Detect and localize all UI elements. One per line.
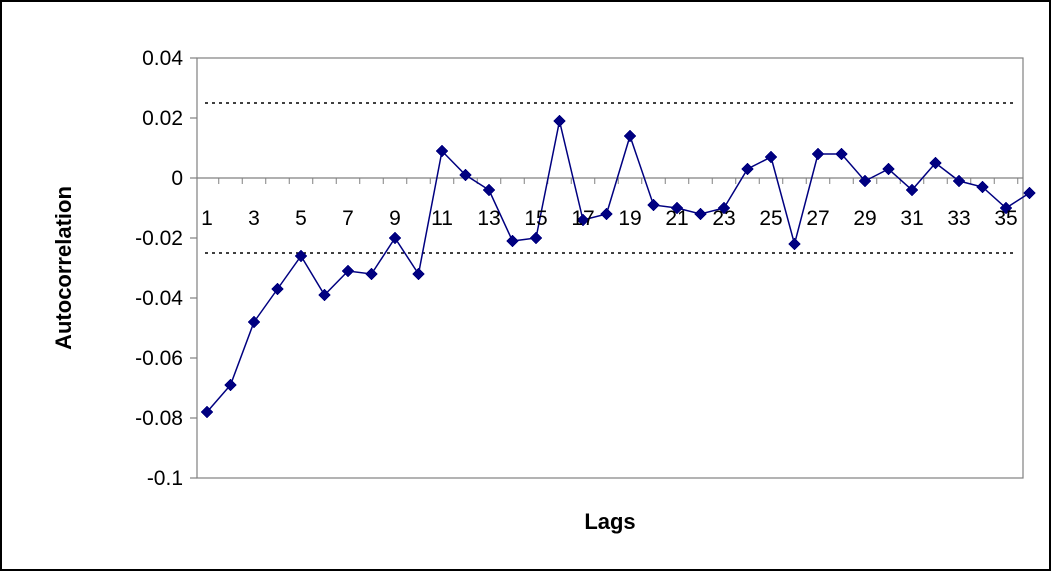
data-point-marker xyxy=(670,201,684,215)
data-point-marker xyxy=(506,234,519,248)
x-tick-label: 5 xyxy=(295,207,307,230)
x-tick-label: 25 xyxy=(759,207,782,230)
data-point-marker xyxy=(388,231,402,245)
data-point-marker xyxy=(482,183,496,197)
y-tick-label: -0.1 xyxy=(147,467,183,490)
x-tick-label: 21 xyxy=(665,207,688,230)
data-point-marker xyxy=(623,129,637,143)
x-tick-label: 3 xyxy=(248,207,260,230)
data-point-marker xyxy=(717,201,731,215)
data-point-marker xyxy=(341,264,355,278)
data-point-marker xyxy=(1023,186,1036,200)
data-point-marker xyxy=(882,162,895,176)
y-axis-title: Autocorrelation xyxy=(51,186,76,350)
data-point-marker xyxy=(412,267,425,281)
data-point-marker xyxy=(647,198,660,212)
x-tick-label: 15 xyxy=(524,207,547,230)
data-point-marker xyxy=(459,168,472,182)
x-tick-label: 23 xyxy=(712,207,735,230)
data-point-marker xyxy=(858,174,872,188)
y-tick-label: 0.02 xyxy=(142,107,183,130)
data-point-marker xyxy=(247,315,261,329)
data-point-marker xyxy=(835,147,848,161)
data-point-marker xyxy=(976,180,989,194)
x-tick-label: 17 xyxy=(571,207,594,230)
x-tick-label: 1 xyxy=(201,207,213,230)
data-point-marker xyxy=(365,267,378,281)
data-point-marker xyxy=(435,144,449,158)
data-point-marker xyxy=(600,207,613,221)
series-line xyxy=(206,120,1030,413)
data-point-marker xyxy=(529,231,543,245)
y-tick-label: -0.04 xyxy=(135,287,183,310)
y-tick-label: -0.02 xyxy=(135,227,183,250)
x-tick-label: 29 xyxy=(853,207,876,230)
data-point-marker xyxy=(694,207,707,221)
label-layer: 0.040.020-0.02-0.04-0.06-0.08-0.11 3 5 7 9 11… xyxy=(135,47,1018,490)
data-point-marker xyxy=(929,156,942,170)
data-point-marker xyxy=(764,150,778,164)
data-point-marker xyxy=(576,213,590,227)
x-tick-label: 27 xyxy=(806,207,829,230)
x-tick-label: 11 xyxy=(431,207,453,230)
confidence-band-layer xyxy=(205,102,1015,254)
axis-layer xyxy=(190,57,1023,479)
y-tick-label: -0.06 xyxy=(135,347,183,370)
y-tick-label: 0.04 xyxy=(142,47,183,70)
data-point-marker xyxy=(553,114,566,128)
data-point-marker xyxy=(224,378,237,392)
x-tick-label: 19 xyxy=(618,207,641,230)
x-tick-label: 33 xyxy=(947,207,970,230)
data-point-marker xyxy=(318,288,331,302)
x-tick-label: 9 xyxy=(389,207,401,230)
x-tick-label: 31 xyxy=(900,207,923,230)
x-tick-label: 7 xyxy=(342,207,354,230)
y-tick-label: 0 xyxy=(171,167,183,190)
data-point-marker xyxy=(905,183,919,197)
series-layer xyxy=(200,114,1036,419)
data-point-marker xyxy=(952,174,966,188)
x-tick-label: 35 xyxy=(994,207,1017,230)
plot-area xyxy=(196,57,1024,479)
data-point-marker xyxy=(811,147,825,161)
data-point-marker xyxy=(999,201,1013,215)
data-point-marker xyxy=(271,282,284,296)
y-tick-label: -0.08 xyxy=(135,407,183,430)
data-point-marker xyxy=(200,405,214,419)
x-tick-label: 13 xyxy=(477,207,500,230)
data-point-marker xyxy=(294,249,308,263)
data-point-marker xyxy=(788,237,801,251)
data-point-marker xyxy=(741,162,754,176)
x-axis-title: Lags xyxy=(584,509,635,534)
